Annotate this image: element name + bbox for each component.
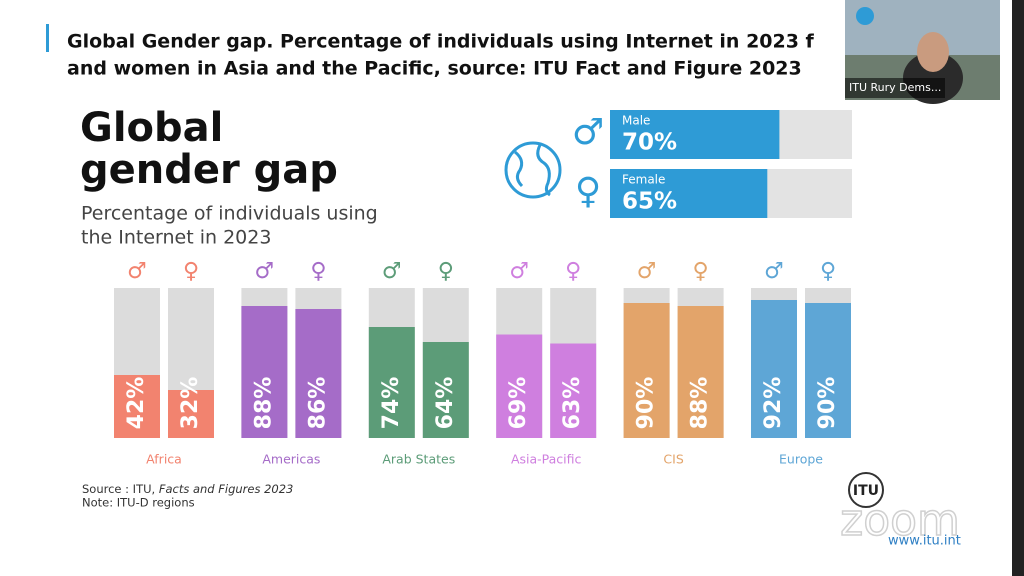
gender-symbol: ♂ xyxy=(572,112,604,153)
bar xyxy=(677,306,724,438)
value-label: 63% xyxy=(560,377,585,430)
zoom-watermark: zoom xyxy=(840,495,960,546)
name-tag xyxy=(845,78,945,98)
gender-symbol: ♂ xyxy=(255,259,275,284)
slide-title: gender gap xyxy=(80,147,338,193)
value-label: 88% xyxy=(688,377,713,430)
header-accent xyxy=(46,24,49,52)
gender-symbol: ♀ xyxy=(693,259,709,284)
value-label: 90% xyxy=(815,377,840,430)
value-label: 92% xyxy=(761,377,786,430)
gender-symbol: ♀ xyxy=(438,259,454,284)
value-label: 64% xyxy=(433,377,458,430)
gender-symbol: ♀ xyxy=(820,259,836,284)
value-label: 86% xyxy=(305,377,330,430)
summary-value: 70% xyxy=(622,130,677,156)
bar xyxy=(114,375,160,438)
url: www.itu.int xyxy=(888,534,961,549)
bar xyxy=(295,309,342,438)
globe-icon xyxy=(504,141,562,199)
source-prefix: Source : ITU, xyxy=(82,482,159,496)
window-edge xyxy=(1012,0,1024,576)
summary-label: Female xyxy=(622,173,665,187)
gender-symbol: ♂ xyxy=(509,259,529,284)
gender-symbol: ♀ xyxy=(575,171,601,212)
value-label: 42% xyxy=(124,377,149,430)
value-label: 88% xyxy=(251,377,276,430)
header-title: Global Gender gap. Percentage of individ… xyxy=(67,31,815,53)
bar xyxy=(496,334,543,438)
gender-symbol: ♂ xyxy=(764,259,784,284)
category-label: Europe xyxy=(779,452,823,467)
video-tile[interactable]: ITU Rury Dems... xyxy=(845,0,1000,104)
bar xyxy=(550,343,597,438)
gender-symbol: ♀ xyxy=(310,259,326,284)
source-note: Source : ITU, Facts and Figures 2023 xyxy=(82,482,293,496)
slide-title: Global xyxy=(80,105,223,151)
gender-symbol: ♂ xyxy=(382,259,402,284)
gender-symbol: ♀ xyxy=(183,259,199,284)
source-title: Facts and Figures 2023 xyxy=(159,482,294,496)
bar xyxy=(241,306,288,438)
participant-name: ITU Rury Dems... xyxy=(849,81,941,94)
value-label: 90% xyxy=(634,377,659,430)
summary-bar xyxy=(610,169,768,218)
category-label: CIS xyxy=(663,452,683,467)
slide-subtitle: Percentage of individuals using xyxy=(81,203,378,225)
itu-logo: ITU xyxy=(853,483,879,499)
slide-subtitle: the Internet in 2023 xyxy=(81,227,271,249)
header-title: and women in Asia and the Pacific, sourc… xyxy=(67,58,802,80)
summary-value: 65% xyxy=(622,189,677,215)
gender-symbol: ♂ xyxy=(127,259,147,284)
category-label: Asia-Pacific xyxy=(511,452,582,467)
bar xyxy=(751,300,797,438)
person-face xyxy=(917,32,949,72)
itu-logo-ring xyxy=(848,472,884,508)
bar xyxy=(805,303,851,438)
summary-bar xyxy=(610,110,780,159)
gender-symbol: ♂ xyxy=(637,259,657,284)
summary-label: Male xyxy=(622,114,650,128)
category-label: Africa xyxy=(146,452,182,467)
value-label: 74% xyxy=(379,377,404,430)
category-label: Americas xyxy=(262,452,320,467)
note: Note: ITU-D regions xyxy=(82,496,195,510)
bar xyxy=(422,342,469,438)
value-label: 32% xyxy=(178,377,203,430)
bar xyxy=(368,327,415,438)
value-label: 69% xyxy=(506,377,531,430)
category-label: Arab States xyxy=(382,452,455,467)
gender-symbol: ♀ xyxy=(565,259,581,284)
video-logo xyxy=(856,7,874,25)
bar xyxy=(623,303,670,438)
bar xyxy=(168,390,214,438)
